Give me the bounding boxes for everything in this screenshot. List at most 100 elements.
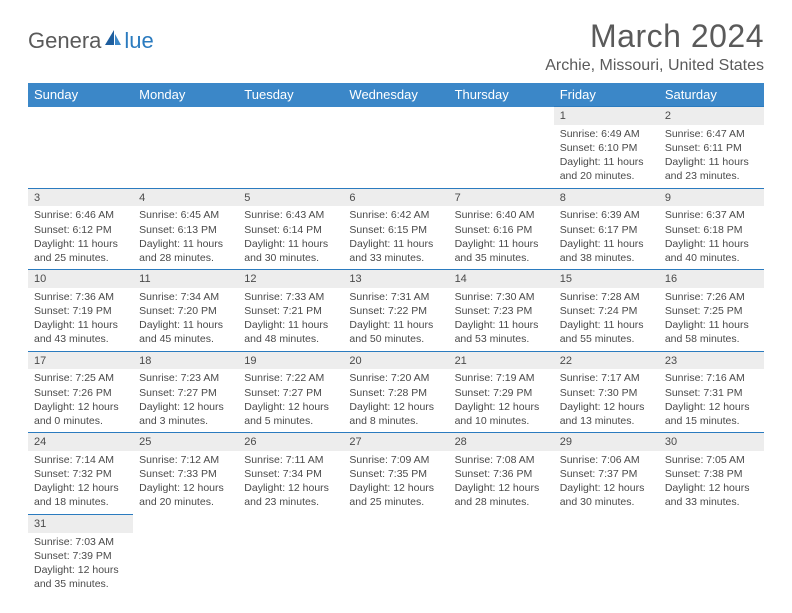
empty-cell <box>133 125 238 188</box>
content-row: Sunrise: 7:25 AMSunset: 7:26 PMDaylight:… <box>28 369 764 432</box>
day-number: 31 <box>28 514 133 532</box>
day-cell: Sunrise: 7:03 AMSunset: 7:39 PMDaylight:… <box>28 533 133 596</box>
day-cell: Sunrise: 7:25 AMSunset: 7:26 PMDaylight:… <box>28 369 133 432</box>
day-cell: Sunrise: 7:20 AMSunset: 7:28 PMDaylight:… <box>343 369 448 432</box>
daylight-text: and 30 minutes. <box>244 251 337 265</box>
daylight-text: Daylight: 12 hours <box>244 481 337 495</box>
content-row: Sunrise: 7:36 AMSunset: 7:19 PMDaylight:… <box>28 288 764 351</box>
daylight-text: and 45 minutes. <box>139 332 232 346</box>
daylight-text: and 25 minutes. <box>349 495 442 509</box>
day-number: 14 <box>449 270 554 288</box>
daylight-text: and 48 minutes. <box>244 332 337 346</box>
empty-cell <box>133 107 238 125</box>
daylight-text: and 33 minutes. <box>665 495 758 509</box>
sunset-text: Sunset: 7:24 PM <box>560 304 653 318</box>
daynum-row: 3456789 <box>28 188 764 206</box>
content-row: Sunrise: 6:46 AMSunset: 6:12 PM Daylight:… <box>28 206 764 269</box>
daynum-row: 24252627282930 <box>28 433 764 451</box>
day-number: 9 <box>659 188 764 206</box>
sunrise-text: Sunrise: 6:49 AM <box>560 127 653 141</box>
sunset-text: Sunset: 6:16 PM <box>455 223 548 237</box>
day-number: 7 <box>449 188 554 206</box>
empty-cell <box>343 533 448 596</box>
daylight-text: and 5 minutes. <box>244 414 337 428</box>
day-cell: Sunrise: 7:05 AMSunset: 7:38 PMDaylight:… <box>659 451 764 514</box>
daylight-text: Daylight: 12 hours <box>455 400 548 414</box>
weekday-header: Wednesday <box>343 83 448 107</box>
day-cell: Sunrise: 7:09 AMSunset: 7:35 PMDaylight:… <box>343 451 448 514</box>
sunset-text: Sunset: 7:29 PM <box>455 386 548 400</box>
daylight-text: Daylight: 11 hours <box>665 237 758 251</box>
day-number: 18 <box>133 351 238 369</box>
daylight-text: Daylight: 12 hours <box>560 481 653 495</box>
daylight-text: and 33 minutes. <box>349 251 442 265</box>
empty-cell <box>28 125 133 188</box>
daylight-text: Daylight: 11 hours <box>139 318 232 332</box>
day-number: 23 <box>659 351 764 369</box>
day-cell: Sunrise: 7:19 AMSunset: 7:29 PMDaylight:… <box>449 369 554 432</box>
weekday-header: Saturday <box>659 83 764 107</box>
daylight-text: and 23 minutes. <box>665 169 758 183</box>
sunrise-text: Sunrise: 6:46 AM <box>34 208 127 222</box>
weekday-header: Sunday <box>28 83 133 107</box>
sunset-text: Sunset: 7:36 PM <box>455 467 548 481</box>
daylight-text: and 58 minutes. <box>665 332 758 346</box>
daylight-text: Daylight: 11 hours <box>560 318 653 332</box>
daylight-text: Daylight: 11 hours <box>349 237 442 251</box>
sunrise-text: Sunrise: 7:14 AM <box>34 453 127 467</box>
daylight-text: Daylight: 12 hours <box>139 400 232 414</box>
day-number: 30 <box>659 433 764 451</box>
content-row: Sunrise: 7:14 AMSunset: 7:32 PMDaylight:… <box>28 451 764 514</box>
logo-text-b: lue <box>124 28 153 54</box>
day-cell: Sunrise: 7:06 AMSunset: 7:37 PMDaylight:… <box>554 451 659 514</box>
day-cell: Sunrise: 7:33 AMSunset: 7:21 PMDaylight:… <box>238 288 343 351</box>
day-cell: Sunrise: 7:22 AMSunset: 7:27 PMDaylight:… <box>238 369 343 432</box>
day-number: 19 <box>238 351 343 369</box>
daylight-text: Daylight: 12 hours <box>560 400 653 414</box>
sunset-text: Sunset: 6:10 PM <box>560 141 653 155</box>
sunset-text: Sunset: 6:12 PM <box>34 223 127 237</box>
day-cell: Sunrise: 6:40 AMSunset: 6:16 PMDaylight:… <box>449 206 554 269</box>
day-cell: Sunrise: 6:39 AMSunset: 6:17 PMDaylight:… <box>554 206 659 269</box>
sunset-text: Sunset: 7:30 PM <box>560 386 653 400</box>
sunrise-text: Sunrise: 7:06 AM <box>560 453 653 467</box>
day-cell: Sunrise: 6:49 AMSunset: 6:10 PMDaylight:… <box>554 125 659 188</box>
sunset-text: Sunset: 7:31 PM <box>665 386 758 400</box>
header: Genera lue March 2024 Archie, Missouri, … <box>28 18 764 75</box>
daynum-row: 31 <box>28 514 764 532</box>
location: Archie, Missouri, United States <box>545 57 764 75</box>
day-cell: Sunrise: 7:26 AMSunset: 7:25 PMDaylight:… <box>659 288 764 351</box>
day-cell: Sunrise: 7:30 AMSunset: 7:23 PMDaylight:… <box>449 288 554 351</box>
sunset-text: Sunset: 7:26 PM <box>34 386 127 400</box>
day-number: 16 <box>659 270 764 288</box>
daylight-text: Daylight: 11 hours <box>244 237 337 251</box>
sunrise-text: Sunrise: 6:45 AM <box>139 208 232 222</box>
sunset-text: Sunset: 7:35 PM <box>349 467 442 481</box>
day-cell: Sunrise: 6:47 AMSunset: 6:11 PMDaylight:… <box>659 125 764 188</box>
daylight-text: Daylight: 11 hours <box>34 318 127 332</box>
day-number: 21 <box>449 351 554 369</box>
sunset-text: Sunset: 7:27 PM <box>139 386 232 400</box>
daylight-text: Daylight: 11 hours <box>455 318 548 332</box>
logo-text-a: Genera <box>28 28 101 54</box>
daylight-text: Daylight: 12 hours <box>34 563 127 577</box>
empty-cell <box>238 125 343 188</box>
daylight-text: and 8 minutes. <box>349 414 442 428</box>
daylight-text: Daylight: 11 hours <box>665 155 758 169</box>
daylight-text: and 43 minutes. <box>34 332 127 346</box>
sunset-text: Sunset: 6:13 PM <box>139 223 232 237</box>
sunrise-text: Sunrise: 7:20 AM <box>349 371 442 385</box>
sunrise-text: Sunrise: 6:37 AM <box>665 208 758 222</box>
daylight-text: Daylight: 11 hours <box>665 318 758 332</box>
month-title: March 2024 <box>545 18 764 55</box>
sunrise-text: Sunrise: 6:40 AM <box>455 208 548 222</box>
day-cell: Sunrise: 6:42 AMSunset: 6:15 PMDaylight:… <box>343 206 448 269</box>
day-cell: Sunrise: 7:17 AMSunset: 7:30 PMDaylight:… <box>554 369 659 432</box>
day-cell: Sunrise: 7:14 AMSunset: 7:32 PMDaylight:… <box>28 451 133 514</box>
day-number: 2 <box>659 107 764 125</box>
daynum-row: 17181920212223 <box>28 351 764 369</box>
day-cell: Sunrise: 7:31 AMSunset: 7:22 PMDaylight:… <box>343 288 448 351</box>
empty-cell <box>659 533 764 596</box>
daylight-text: and 50 minutes. <box>349 332 442 346</box>
sunrise-text: Sunrise: 7:16 AM <box>665 371 758 385</box>
